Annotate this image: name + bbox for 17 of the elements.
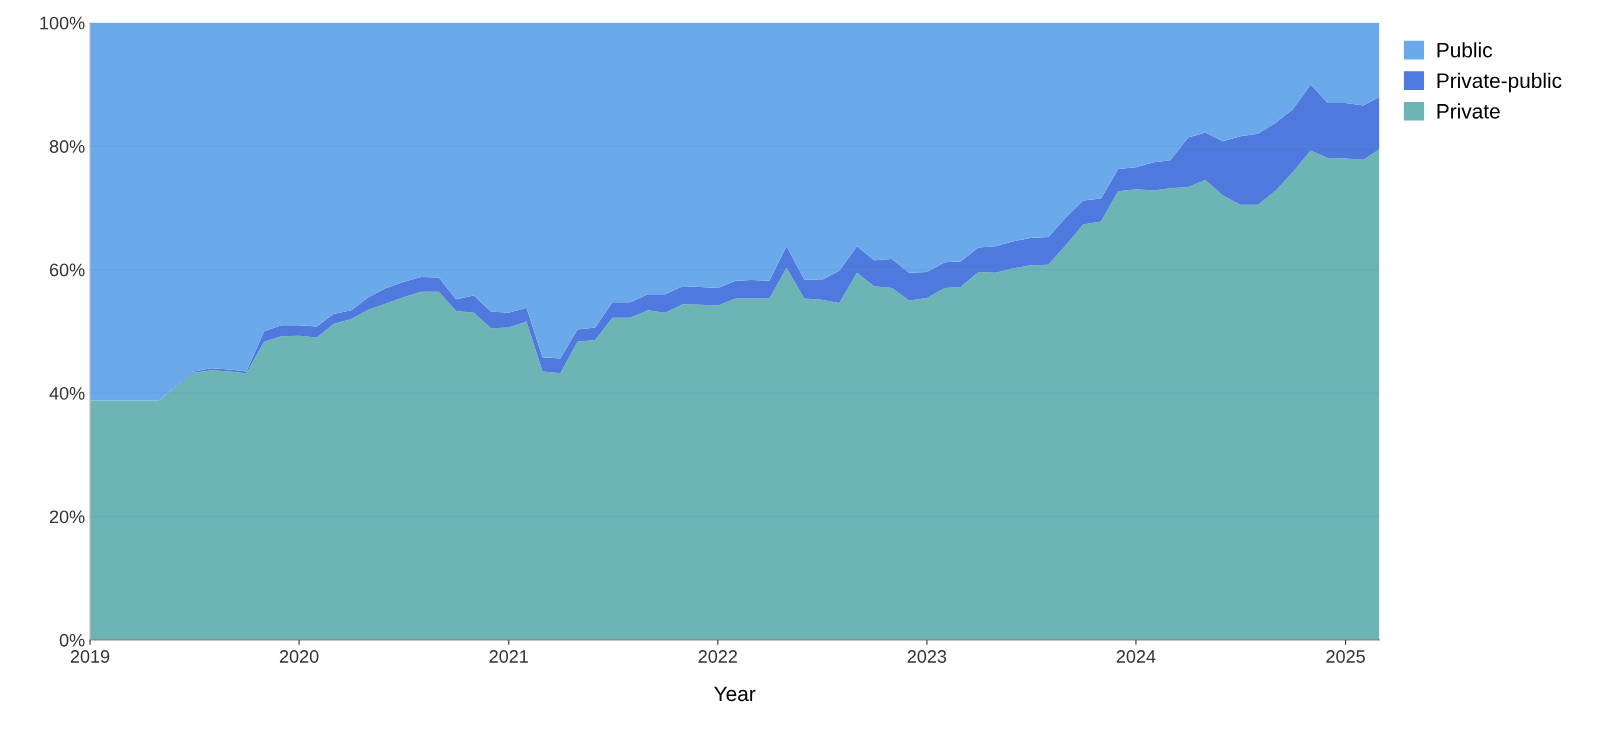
y-tick-label: 20%	[49, 510, 85, 524]
x-tick-label: 2025	[1326, 650, 1365, 663]
legend-label: Private-public	[1437, 72, 1562, 93]
x-tick-label: 2022	[698, 650, 737, 663]
y-tick-label: 40%	[49, 386, 85, 400]
x-axis-title: Year	[714, 686, 756, 702]
x-tick-label: 2019	[70, 650, 110, 663]
y-tick-label: 0%	[59, 633, 85, 647]
y-tick-label: 60%	[49, 263, 85, 277]
y-tick-label: 80%	[49, 140, 85, 153]
legend-label: Public	[1437, 42, 1493, 58]
x-tick-label: 2024	[1116, 650, 1156, 663]
legend-label: Private	[1437, 103, 1500, 119]
x-tick-label: 2023	[907, 650, 947, 663]
x-tick-label: 2020	[279, 650, 319, 663]
y-tick-label: 100%	[40, 16, 85, 30]
x-tick-label: 2021	[489, 650, 528, 663]
